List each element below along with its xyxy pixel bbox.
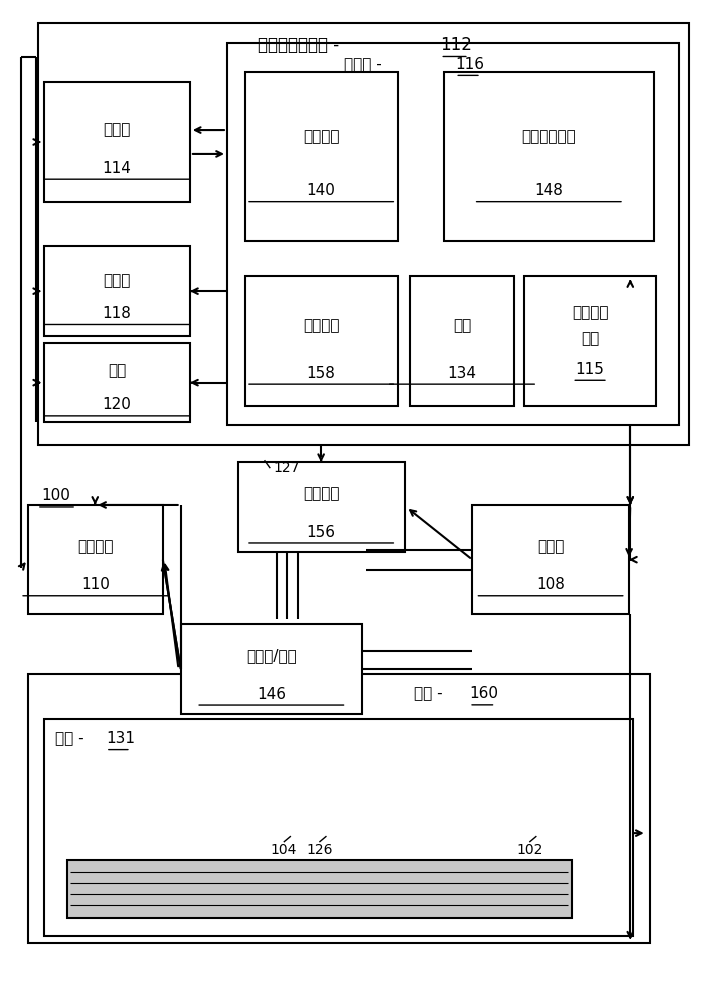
- Text: 图像: 图像: [453, 318, 471, 333]
- Text: 发动区域: 发动区域: [303, 486, 339, 501]
- Text: 127: 127: [273, 461, 300, 475]
- Text: 光学感测: 光学感测: [572, 305, 608, 320]
- Bar: [444, 72, 654, 241]
- Bar: [244, 276, 398, 406]
- Text: 104: 104: [270, 843, 297, 857]
- Text: 对象 -: 对象 -: [414, 686, 447, 701]
- Text: 146: 146: [257, 687, 286, 702]
- Bar: [524, 276, 656, 406]
- Text: 131: 131: [106, 731, 135, 746]
- Text: 换能器/探头: 换能器/探头: [246, 648, 297, 663]
- Text: 体积 -: 体积 -: [54, 731, 88, 746]
- Bar: [28, 505, 163, 614]
- Bar: [44, 343, 190, 422]
- Bar: [237, 462, 404, 552]
- Text: 100: 100: [42, 488, 70, 503]
- Bar: [28, 674, 650, 943]
- Text: 模块: 模块: [581, 331, 599, 346]
- Text: 接口: 接口: [108, 363, 126, 378]
- Text: 成像系统: 成像系统: [77, 539, 113, 554]
- Bar: [44, 246, 190, 336]
- Text: 118: 118: [103, 306, 131, 321]
- Text: 102: 102: [516, 843, 543, 857]
- Text: 156: 156: [307, 525, 336, 540]
- Bar: [227, 43, 679, 425]
- Bar: [473, 505, 629, 614]
- Text: 机器人: 机器人: [537, 539, 564, 554]
- Text: 126: 126: [306, 843, 333, 857]
- Text: 116: 116: [455, 57, 484, 72]
- Text: 108: 108: [536, 577, 565, 592]
- Text: 配准模块: 配准模块: [303, 318, 339, 333]
- Bar: [244, 72, 398, 241]
- Text: 140: 140: [307, 183, 336, 198]
- Bar: [44, 719, 633, 936]
- Bar: [181, 624, 362, 714]
- Text: 112: 112: [440, 36, 473, 54]
- Text: 134: 134: [447, 366, 477, 381]
- Bar: [410, 276, 513, 406]
- Text: 图像生成模块: 图像生成模块: [521, 129, 576, 144]
- Text: 工作站或控制台 -: 工作站或控制台 -: [258, 36, 345, 54]
- Text: 110: 110: [81, 577, 110, 592]
- Text: 显示器: 显示器: [103, 273, 130, 288]
- Bar: [38, 23, 689, 445]
- Text: 114: 114: [103, 161, 131, 176]
- Text: 158: 158: [307, 366, 336, 381]
- Bar: [67, 860, 572, 918]
- Text: 115: 115: [576, 362, 604, 377]
- Text: 120: 120: [103, 397, 131, 412]
- Text: 控制系统: 控制系统: [303, 129, 339, 144]
- Bar: [44, 82, 190, 202]
- Text: 160: 160: [469, 686, 498, 701]
- Text: 存储器 -: 存储器 -: [344, 57, 387, 72]
- Text: 处理器: 处理器: [103, 123, 130, 138]
- Text: 148: 148: [534, 183, 564, 198]
